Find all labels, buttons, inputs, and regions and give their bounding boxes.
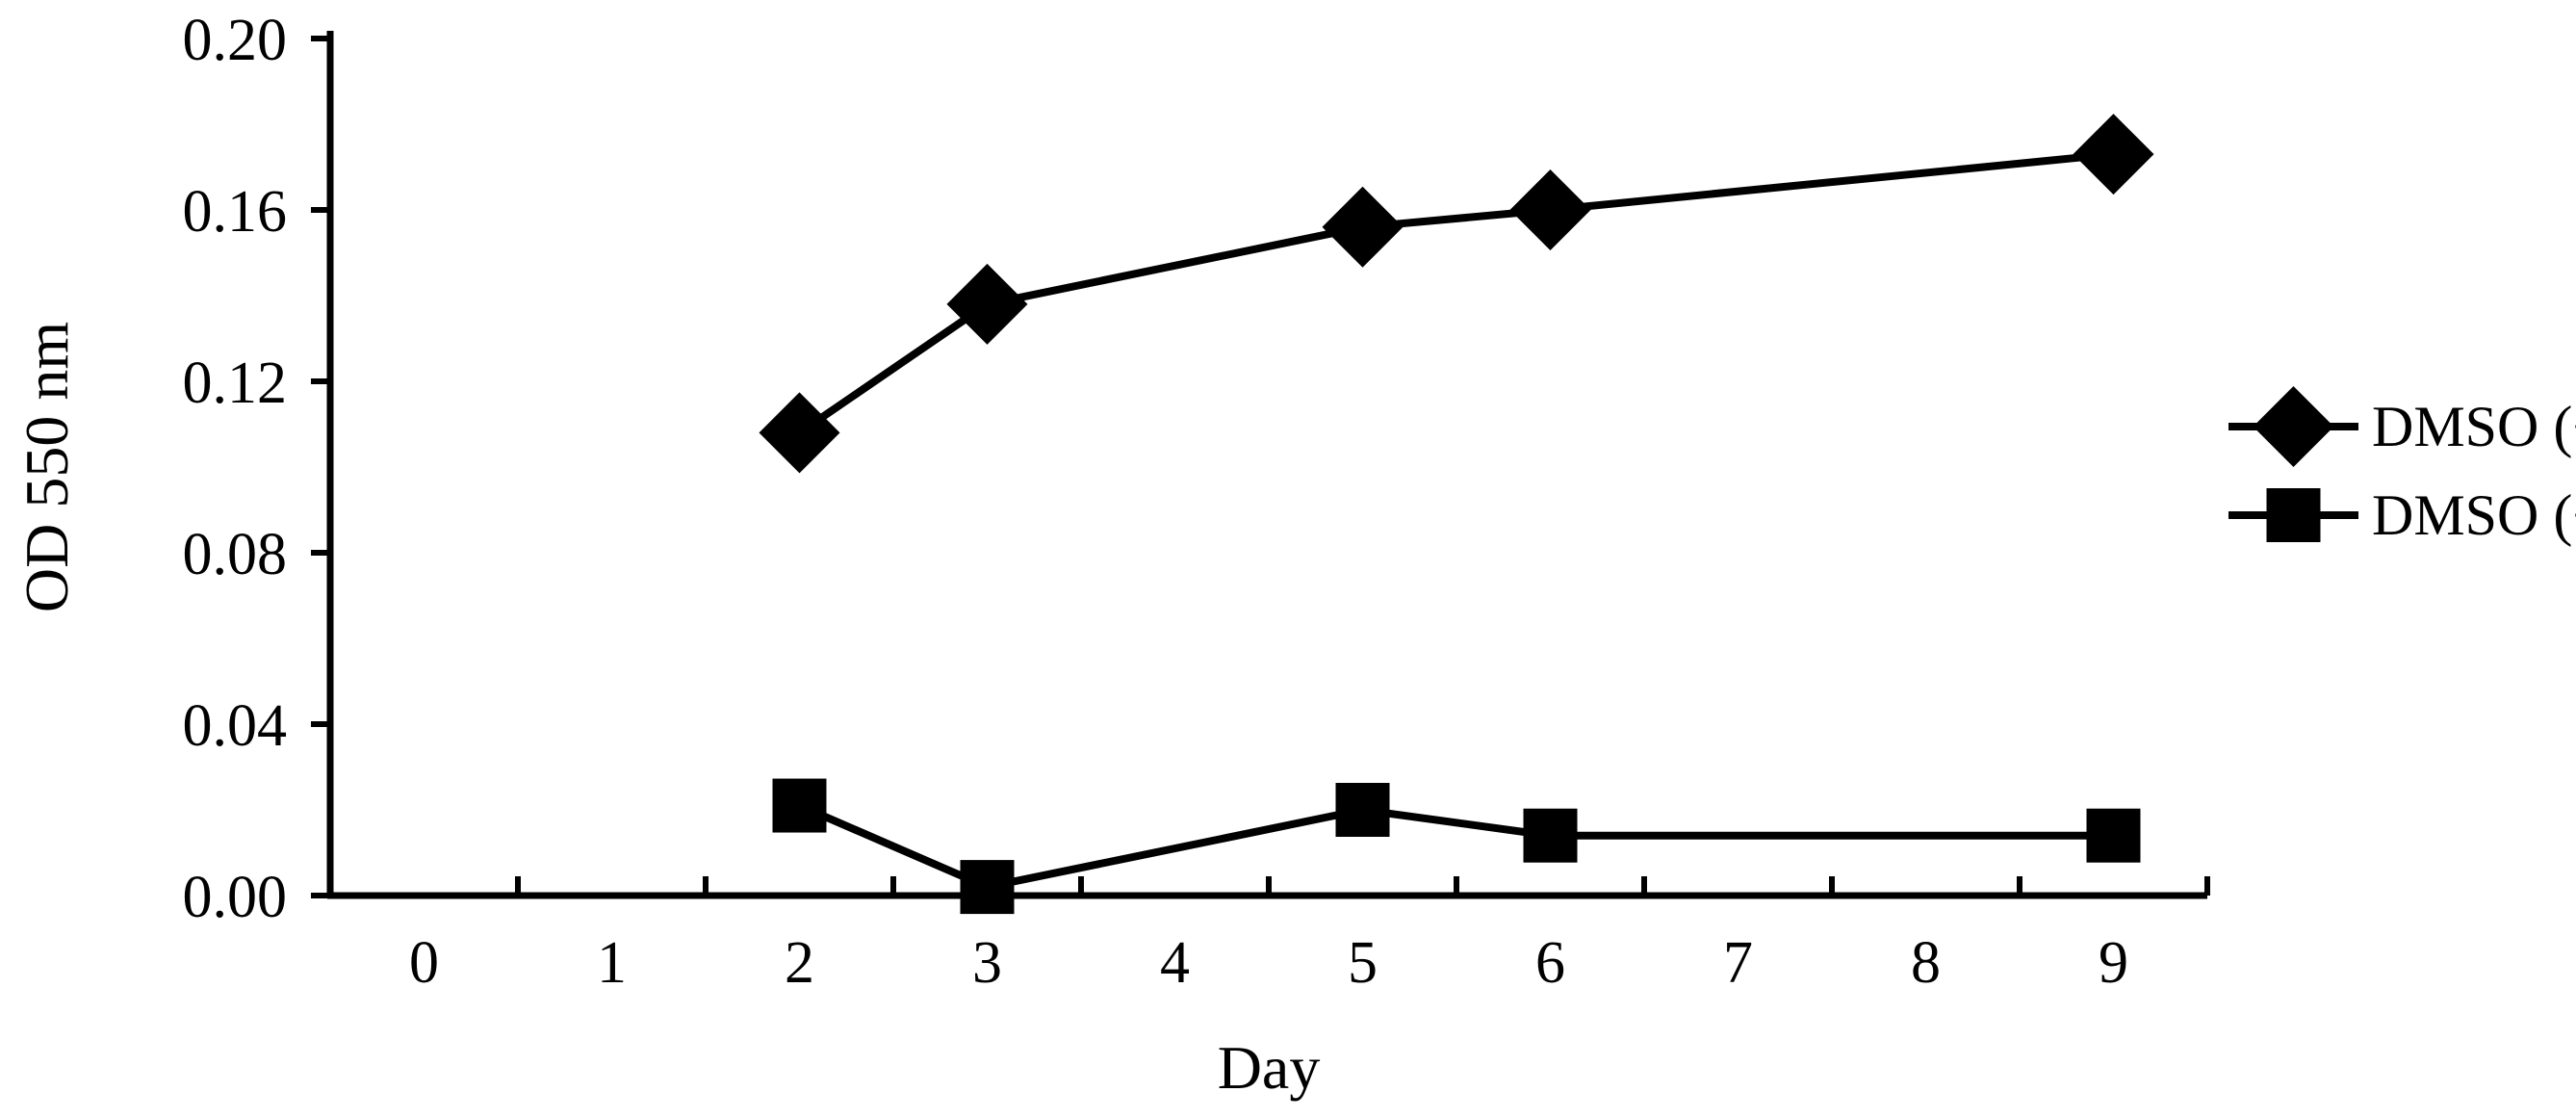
x-tick-label: 6 [1535, 930, 1565, 996]
square-marker [2086, 808, 2141, 863]
series-1 [759, 114, 2154, 474]
x-tick-label: 7 [1723, 930, 1753, 996]
legend-diamond-marker [2253, 386, 2334, 467]
square-marker [1523, 808, 1578, 863]
square-marker [772, 778, 827, 833]
x-tick-label: 5 [1348, 930, 1378, 996]
diamond-marker [1509, 169, 1591, 250]
legend-label: DMSO (+) [2372, 395, 2576, 458]
x-tick-label: 1 [597, 930, 627, 996]
legend-item: DMSO (−) [2228, 483, 2576, 547]
y-axis-ticks: 0.00 0.04 0.08 0.12 0.16 0.20 [183, 8, 330, 930]
x-tick-label: 9 [2099, 930, 2128, 996]
y-tick-label: 0.08 [183, 522, 288, 587]
y-tick-label: 0.12 [183, 351, 288, 416]
x-axis-title: Day [1218, 1033, 1321, 1102]
legend-item: DMSO (+) [2228, 386, 2576, 467]
diamond-marker [1322, 186, 1404, 268]
diamond-marker [946, 263, 1028, 345]
legend-square-marker [2266, 488, 2321, 542]
plot-area: 0 1 2 3 4 5 6 7 8 9 0.00 0.04 0.08 0.12 0.16 0.20 [183, 8, 2210, 996]
x-tick-label: 8 [1911, 930, 1941, 996]
x-tick-label: 4 [1160, 930, 1190, 996]
series-2 [772, 778, 2141, 915]
diamond-marker [759, 392, 840, 474]
series-layer [759, 114, 2154, 915]
y-tick-label: 0.04 [183, 693, 288, 759]
y-tick-label: 0.00 [183, 865, 288, 930]
y-tick-label: 0.16 [183, 179, 288, 245]
legend: DMSO (+) DMSO (−) [2228, 386, 2576, 547]
square-marker [960, 860, 1015, 915]
x-tick-label: 0 [409, 930, 439, 996]
x-tick-label: 2 [785, 930, 814, 996]
diamond-marker [2073, 114, 2154, 195]
x-axis-ticks: 0 1 2 3 4 5 6 7 8 9 [409, 876, 2210, 996]
y-axis-title: OD 550 nm [13, 322, 81, 612]
square-marker [1335, 783, 1390, 837]
legend-label: DMSO (−) [2372, 483, 2576, 547]
y-tick-label: 0.20 [183, 8, 288, 73]
x-tick-label: 3 [972, 930, 1002, 996]
